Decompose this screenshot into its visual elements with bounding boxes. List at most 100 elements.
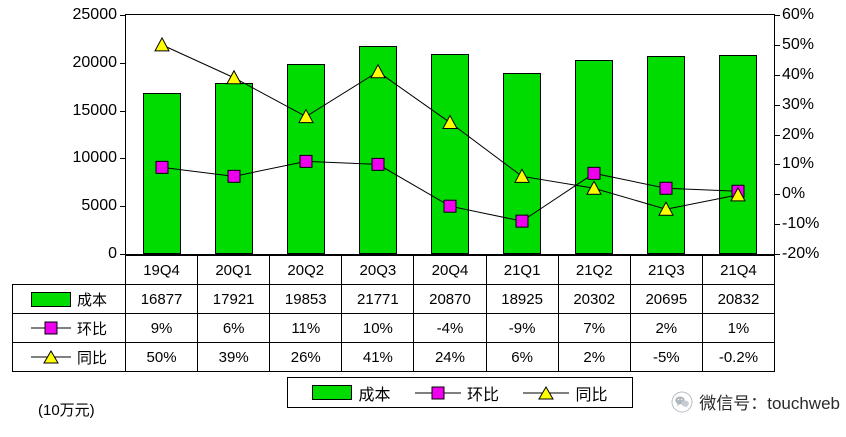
left-tick-label: 0 <box>108 245 117 262</box>
row-label: 成本 <box>76 291 107 309</box>
table-corner <box>13 256 126 285</box>
row-label: 同比 <box>76 349 107 367</box>
bar-20Q4 <box>431 54 469 254</box>
legend-label-yoy: 同比 <box>575 386 608 404</box>
yoy-marker-20Q4 <box>442 114 458 130</box>
row-label: 环比 <box>76 320 107 338</box>
table-cell: -0.2% <box>701 342 776 372</box>
qoq-marker-21Q3 <box>659 181 673 195</box>
tick-mark <box>775 15 780 16</box>
wechat-icon <box>671 391 693 412</box>
table-cell: 2% <box>557 342 631 372</box>
right-tick-label: -20% <box>782 245 820 262</box>
qoq-marker-21Q2 <box>587 166 601 180</box>
row-header-cost: 成本 <box>12 284 126 314</box>
tick-mark <box>120 62 125 64</box>
row-header-yoy: 同比 <box>12 342 126 372</box>
quarter-header-cell: 19Q4 <box>124 255 199 285</box>
yoy-marker-21Q2 <box>586 180 602 195</box>
table-cell: 11% <box>269 313 343 343</box>
table-cell: 26% <box>269 342 343 372</box>
qoq-swatch-icon <box>30 321 71 335</box>
tick-mark <box>775 164 780 166</box>
tick-mark <box>120 206 125 208</box>
table-cell: 50% <box>124 342 199 372</box>
legend-label-cost: 成本 <box>358 386 391 404</box>
tick-mark <box>775 254 780 255</box>
legend-item-qoq: 环比 <box>414 381 499 405</box>
yoy-swatch-icon <box>523 385 570 399</box>
table-cell: 41% <box>341 342 415 372</box>
tick-mark <box>775 194 780 196</box>
qoq-swatch-icon <box>414 386 461 399</box>
yoy-marker-20Q1 <box>226 69 242 85</box>
table-cell: 39% <box>197 342 271 372</box>
right-tick-label: -10% <box>782 215 820 233</box>
cost-swatch-icon <box>312 385 353 400</box>
table-cell: 24% <box>413 342 487 372</box>
quarter-header-cell: 20Q1 <box>197 255 271 285</box>
qoq-marker-19Q4 <box>155 160 169 174</box>
left-tick-label: 20000 <box>72 53 118 71</box>
legend-item-cost: 成本 <box>312 381 391 405</box>
quarter-header-cell: 21Q3 <box>629 255 703 285</box>
legend-label-qoq: 环比 <box>466 386 499 404</box>
left-tick-label: 10000 <box>72 149 118 167</box>
right-tick-label: 10% <box>782 155 815 173</box>
yoy-marker-20Q3 <box>370 63 386 79</box>
qoq-marker-20Q4 <box>443 199 457 213</box>
table-cell: 17921 <box>197 284 271 314</box>
bar-21Q4 <box>719 54 757 254</box>
right-tick-label: 0% <box>782 185 806 203</box>
tick-mark <box>775 104 780 106</box>
table-cell: -9% <box>485 313 559 343</box>
quarter-header-cell: 21Q2 <box>557 255 631 285</box>
yoy-marker-19Q4 <box>154 36 170 52</box>
tick-mark <box>120 158 125 160</box>
cost-swatch-icon <box>30 291 71 307</box>
quarter-header-cell: 20Q2 <box>269 255 343 285</box>
bar-21Q3 <box>647 56 685 254</box>
qoq-marker-20Q3 <box>371 157 385 171</box>
yoy-marker-20Q2 <box>298 108 314 124</box>
qoq-marker-21Q1 <box>515 214 529 228</box>
table-cell: 9% <box>124 313 199 343</box>
table-cell: 19853 <box>269 284 343 314</box>
quarter-header-cell: 21Q4 <box>701 255 776 285</box>
tick-mark <box>775 224 780 226</box>
row-header-qoq: 环比 <box>12 313 126 343</box>
table-cell: 20870 <box>413 284 487 314</box>
tick-mark <box>775 44 780 46</box>
table-cell: 6% <box>485 342 559 372</box>
right-tick-label: 20% <box>782 125 815 143</box>
table-cell: 20695 <box>629 284 703 314</box>
qoq-marker-20Q1 <box>227 169 241 183</box>
unit-label: (10万元) <box>38 402 95 419</box>
table-cell: 16877 <box>124 284 199 314</box>
wechat-footer: 微信号：touchweb <box>671 389 840 414</box>
table-cell: 10% <box>341 313 415 343</box>
wechat-label: 微信号：touchweb <box>699 394 840 413</box>
table-cell: 20832 <box>701 284 776 314</box>
right-tick-label: 60% <box>782 6 815 23</box>
tick-mark <box>120 254 125 255</box>
yoy-marker-21Q4 <box>730 186 746 202</box>
yoy-marker-21Q3 <box>658 201 674 216</box>
legend: 成本 环比 同比 <box>287 377 633 408</box>
table-cell: 18925 <box>485 284 559 314</box>
bar-20Q1 <box>215 82 253 254</box>
quarter-header-cell: 20Q4 <box>413 255 487 285</box>
data-table: 19Q4 20Q1 20Q2 20Q3 20Q4 21Q1 21Q2 21Q3 21Q4 成本 16… <box>12 255 776 372</box>
quarter-header-cell: 21Q1 <box>485 255 559 285</box>
yoy-marker-21Q1 <box>514 168 530 183</box>
tick-mark <box>775 134 780 136</box>
table-cell: -5% <box>629 342 703 372</box>
right-tick-label: 50% <box>782 35 815 53</box>
table-cell: 2% <box>629 313 703 343</box>
table-cell: 7% <box>557 313 631 343</box>
table-cell: 6% <box>197 313 271 343</box>
table-cell: 1% <box>701 313 776 343</box>
table-cell: 21771 <box>341 284 415 314</box>
legend-item-yoy: 同比 <box>523 381 608 405</box>
